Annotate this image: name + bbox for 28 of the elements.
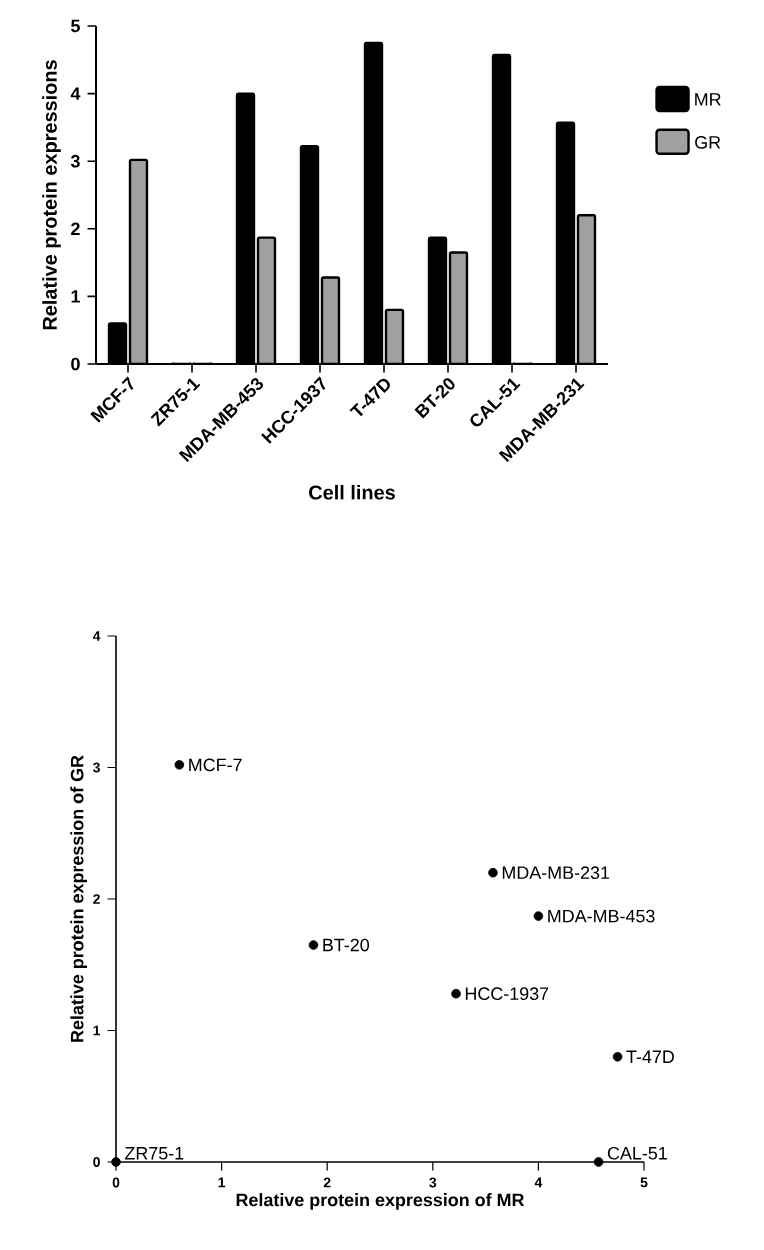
y-axis-title: Relative protein expression of GR [70,755,88,1042]
annotation: HCC-1937 [465,987,549,1001]
point [451,988,461,999]
x-axis-title: Relative protein expression of MR [236,1193,525,1210]
point [533,911,544,921]
y-tick-label: 4 [70,87,81,100]
point [593,1157,604,1167]
point [488,867,498,878]
y-axis-title: Relative protein expressions [42,60,61,330]
annotation: MDA-MB-231 [502,866,610,880]
annotation: CAL-51 [607,1146,667,1160]
y-tick-label: 2 [71,222,80,236]
point [111,1157,121,1167]
legend-label: GR [695,136,721,149]
y-tick-label: 3 [70,154,80,168]
legend-label: MR [695,93,721,106]
x-axis-title: Cell lines [309,484,395,500]
annotation: ZR75-1 [124,1147,184,1160]
y-tick-label: 5 [71,19,80,33]
annotation: MDA-MB-453 [548,909,655,923]
y-tick-label: 0 [71,357,80,371]
y-tick-label: 1 [71,290,80,303]
point [308,940,319,950]
annotation: BT-20 [323,938,370,952]
point [612,1052,623,1062]
point [174,760,185,770]
annotation: T-47D [626,1050,674,1063]
annotation: MCF-7 [189,758,242,772]
